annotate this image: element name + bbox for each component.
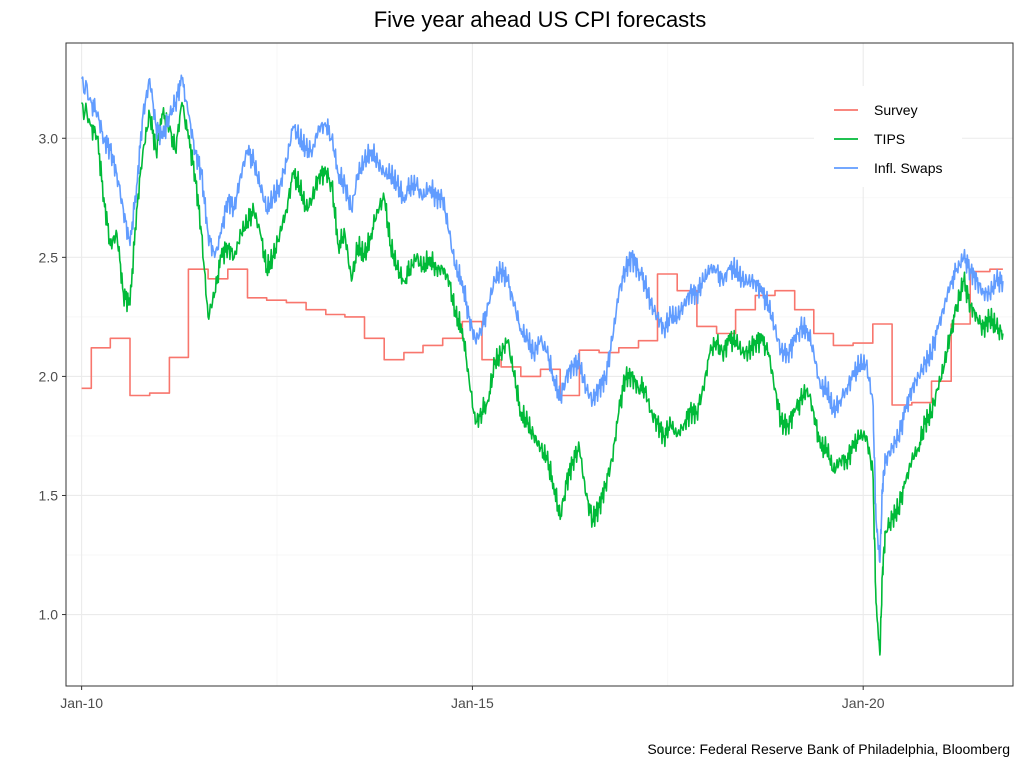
- series-layer: [80, 74, 1004, 656]
- x-axis: Jan-10 Jan-15 Jan-20: [60, 686, 885, 711]
- x-tick-label: Jan-20: [842, 695, 885, 711]
- chart-caption: Source: Federal Reserve Bank of Philadel…: [647, 741, 1010, 757]
- legend-background: [814, 86, 962, 187]
- legend-label-tips: TIPS: [874, 131, 905, 147]
- y-tick-label: 1.0: [39, 607, 59, 623]
- y-tick-label: 2.0: [39, 368, 59, 384]
- chart-title: Five year ahead US CPI forecasts: [374, 7, 707, 32]
- y-tick-label: 1.5: [39, 487, 59, 503]
- plot-panel-border: [65, 42, 1014, 687]
- legend-label-infl-swaps: Infl. Swaps: [874, 160, 942, 176]
- y-tick-label: 3.0: [39, 130, 59, 146]
- legend: Survey TIPS Infl. Swaps: [814, 86, 962, 187]
- x-tick-label: Jan-15: [451, 695, 494, 711]
- legend-label-survey: Survey: [874, 102, 918, 118]
- series-line-tips: [80, 101, 1004, 656]
- y-tick-label: 2.5: [39, 249, 59, 265]
- x-tick-label: Jan-10: [60, 695, 103, 711]
- series-line-infl-swaps: [80, 74, 1004, 563]
- y-axis: 1.0 1.5 2.0 2.5 3.0: [39, 130, 66, 623]
- series-line-survey: [81, 268, 1003, 406]
